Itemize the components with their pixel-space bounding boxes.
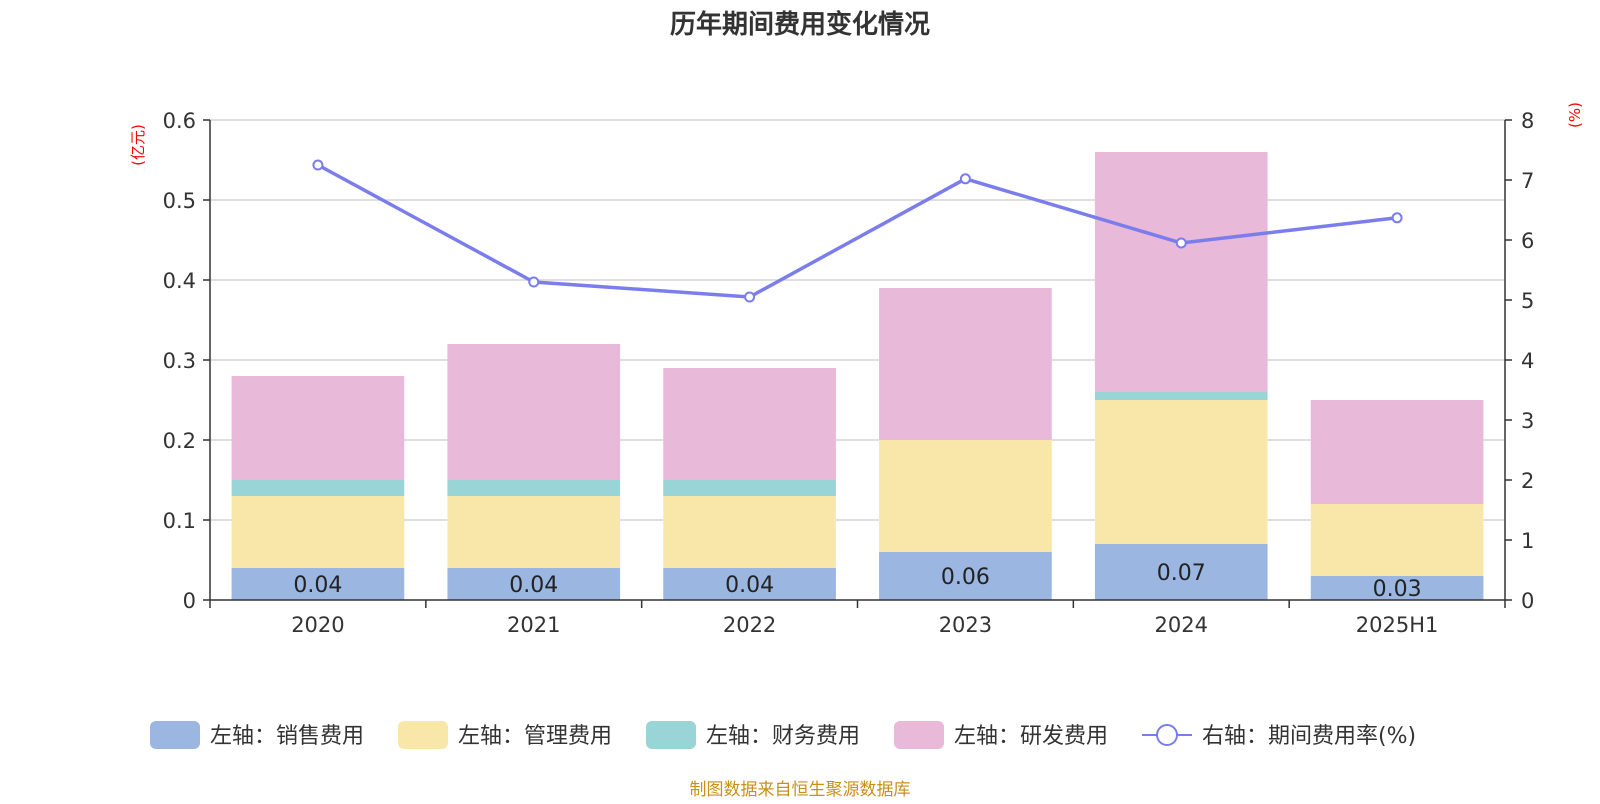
bar-segment bbox=[879, 440, 1052, 552]
bar-segment bbox=[663, 568, 836, 600]
legend-label: 右轴：期间费用率(%) bbox=[1202, 724, 1416, 749]
bar-segment bbox=[1310, 576, 1484, 600]
data-labels: 0.04 0.04 0.04 0.06 0.07 0.03 bbox=[293, 561, 1421, 602]
bar-segment bbox=[447, 344, 621, 480]
left-axis-tick-label: 0 bbox=[183, 589, 196, 613]
bar-segment bbox=[1094, 400, 1268, 544]
right-axis-tick-label: 1 bbox=[1521, 529, 1534, 553]
bar-data-label: 0.06 bbox=[941, 565, 990, 590]
chart-title: 历年期间费用变化情况 bbox=[670, 9, 930, 40]
x-axis-tick-label: 2025H1 bbox=[1356, 613, 1439, 637]
legend-swatch bbox=[646, 721, 696, 749]
x-axis-tick-label: 2024 bbox=[1155, 613, 1208, 637]
x-axis-tick-label: 2020 bbox=[291, 613, 344, 637]
x-axis-tick-label: 2021 bbox=[507, 613, 560, 637]
bar-segment bbox=[663, 496, 836, 568]
legend-swatch bbox=[150, 721, 200, 749]
bar-data-label: 0.04 bbox=[509, 573, 558, 598]
right-axis-tick-label: 8 bbox=[1521, 109, 1534, 133]
bar-segment bbox=[231, 568, 405, 600]
right-axis-tick-label: 6 bbox=[1521, 229, 1534, 253]
bar-segment bbox=[1310, 504, 1484, 576]
rate-point bbox=[1175, 237, 1187, 249]
left-axis-unit: (亿元) bbox=[129, 124, 147, 166]
bar-segment bbox=[663, 368, 836, 480]
legend-label: 左轴：研发费用 bbox=[954, 724, 1108, 749]
bars bbox=[231, 152, 1484, 600]
legend-marker bbox=[1156, 724, 1178, 746]
bar-data-label: 0.04 bbox=[725, 573, 774, 598]
rate-point bbox=[312, 159, 324, 171]
bar-segment bbox=[447, 568, 621, 600]
bar-segment bbox=[1094, 152, 1268, 392]
bar-segment bbox=[447, 480, 621, 496]
right-axis-tick-label: 4 bbox=[1521, 349, 1534, 373]
right-axis-tick-label: 2 bbox=[1521, 469, 1534, 493]
grid-lines bbox=[210, 119, 1505, 521]
bar-segment bbox=[231, 376, 405, 480]
rate-line bbox=[317, 163, 1398, 299]
legend-swatch bbox=[398, 721, 448, 749]
bar-segment bbox=[231, 480, 405, 496]
legend-label: 左轴：财务费用 bbox=[706, 724, 860, 749]
line-series bbox=[312, 159, 1403, 303]
rate-point bbox=[1391, 212, 1403, 224]
left-axis-tick-label: 0.2 bbox=[163, 429, 196, 453]
left-axis-tick-label: 0.3 bbox=[163, 349, 196, 373]
source-note: 制图数据来自恒生聚源数据库 bbox=[690, 780, 911, 800]
bar-segment bbox=[879, 552, 1052, 600]
bar-segment bbox=[447, 496, 621, 568]
right-axis-tick-label: 3 bbox=[1521, 409, 1534, 433]
rate-point bbox=[528, 276, 540, 288]
bar-segment bbox=[1094, 544, 1268, 600]
left-axis-tick-label: 0.1 bbox=[163, 509, 196, 533]
axes: 0 0.1 0.2 0.3 0.4 0.5 0.6 0 1 2 3 4 5 6 7 8 (亿元) (%) 2020 2… bbox=[129, 102, 1584, 637]
right-axis-tick-label: 5 bbox=[1521, 289, 1534, 313]
rate-point bbox=[959, 173, 971, 185]
left-axis-tick-label: 0.5 bbox=[163, 189, 196, 213]
bar-segment bbox=[1310, 400, 1484, 504]
x-axis-tick-label: 2022 bbox=[723, 613, 776, 637]
bar-data-label: 0.04 bbox=[293, 573, 342, 598]
rate-point bbox=[744, 291, 756, 303]
right-axis-tick-label: 7 bbox=[1521, 169, 1534, 193]
legend: 左轴：销售费用 左轴：管理费用 左轴：财务费用 左轴：研发费用 右轴：期间费用率(%) bbox=[150, 721, 1416, 749]
left-axis-tick-label: 0.6 bbox=[163, 109, 196, 133]
legend-label: 左轴：销售费用 bbox=[210, 724, 364, 749]
bar-segment bbox=[879, 288, 1052, 440]
legend-label: 左轴：管理费用 bbox=[458, 724, 612, 749]
right-axis-unit: (%) bbox=[1566, 102, 1584, 128]
bar-data-label: 0.07 bbox=[1157, 561, 1206, 586]
bar-data-label: 0.03 bbox=[1373, 577, 1422, 602]
bar-segment bbox=[231, 496, 405, 568]
left-axis-tick-label: 0.4 bbox=[163, 269, 196, 293]
x-axis-tick-label: 2023 bbox=[939, 613, 992, 637]
legend-swatch bbox=[894, 721, 944, 749]
bar-segment bbox=[1094, 392, 1268, 400]
bar-segment bbox=[663, 480, 836, 496]
right-axis-tick-label: 0 bbox=[1521, 589, 1534, 613]
